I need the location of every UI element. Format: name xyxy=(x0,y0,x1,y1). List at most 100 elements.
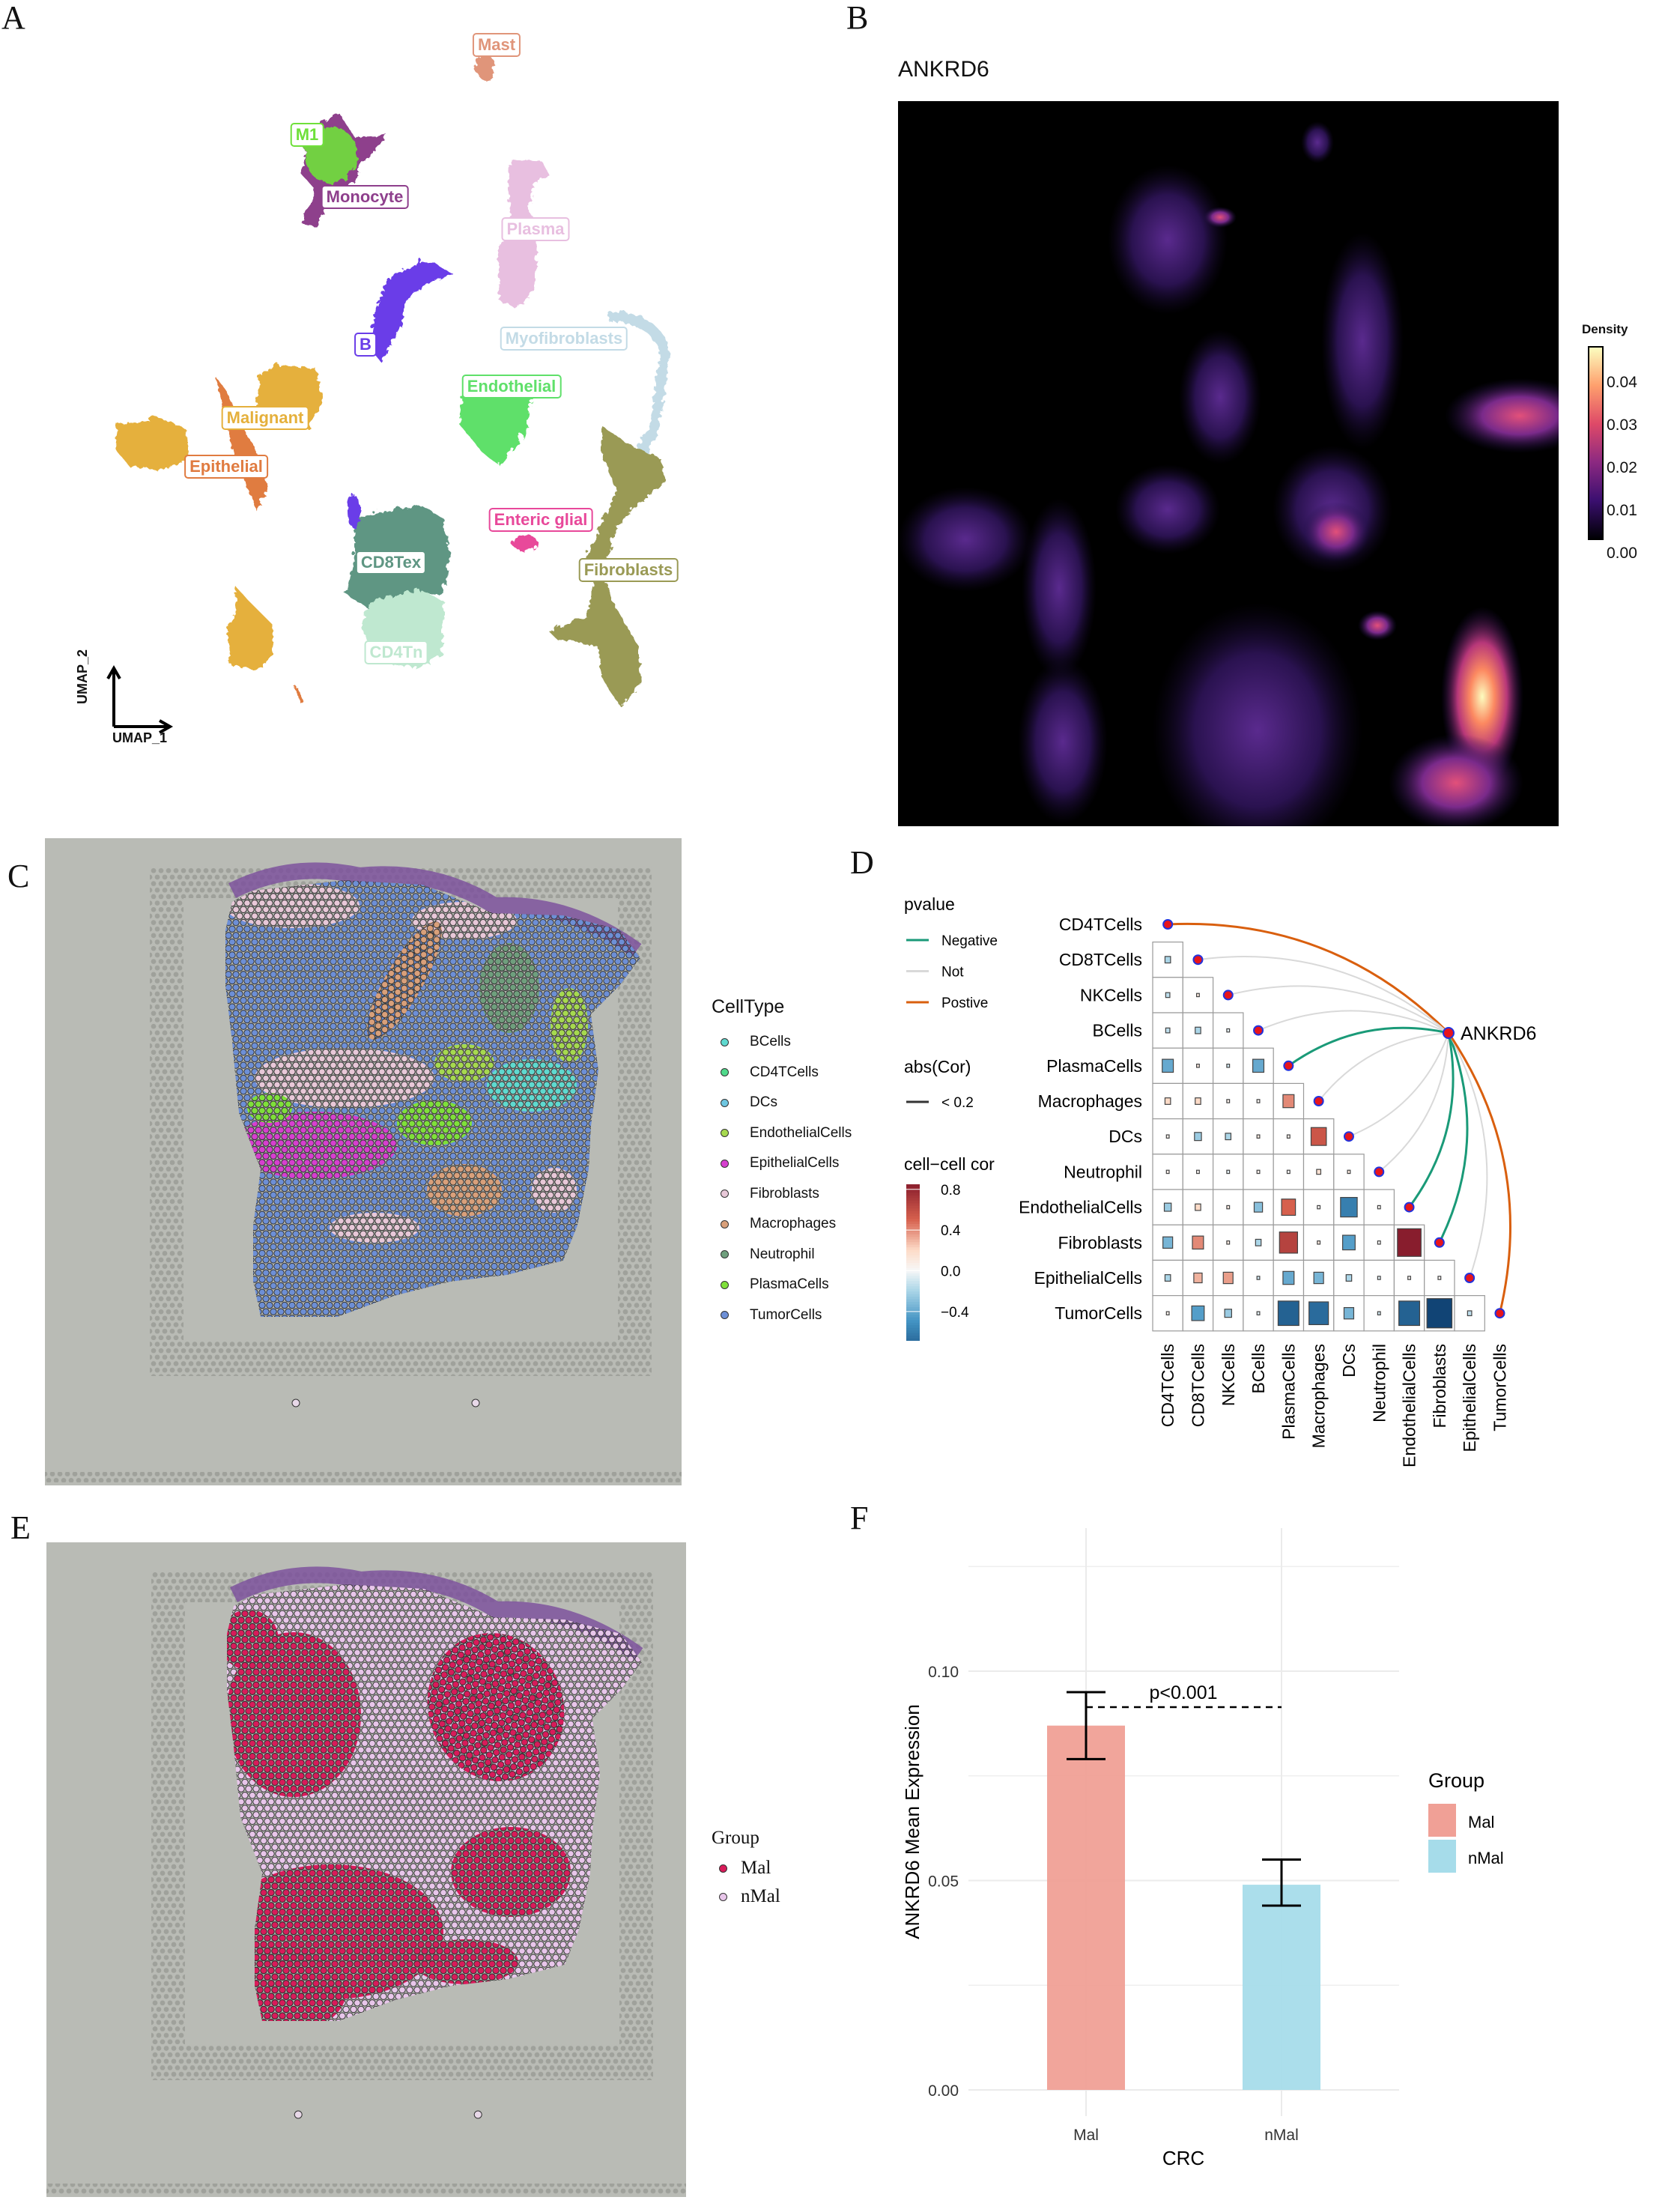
cell-node xyxy=(1464,1273,1476,1283)
cluster-label-text: CD8Tex xyxy=(360,553,422,572)
cor-square xyxy=(1277,1300,1299,1327)
link-postive xyxy=(1447,1032,1511,1314)
cor-square xyxy=(1286,1169,1291,1175)
colorbar-segment xyxy=(906,1220,920,1224)
gene-node xyxy=(1443,1027,1455,1039)
bar-mal xyxy=(1047,1725,1125,2090)
density-title: ANKRD6 xyxy=(898,57,989,82)
colorbar-segment xyxy=(906,1291,920,1294)
stray-spot xyxy=(471,1399,480,1408)
cluster-label-text: Monocyte xyxy=(326,187,404,206)
colorbar-segment xyxy=(906,1213,920,1216)
density-tick: 0.02 xyxy=(1607,459,1637,476)
legend-dot-icon xyxy=(721,1219,729,1228)
row-label: CD8TCells xyxy=(1059,950,1142,969)
cluster-mast xyxy=(474,51,492,78)
cor-square xyxy=(1195,1169,1200,1175)
fiducial-row-bottom xyxy=(46,2184,686,2194)
error-bar xyxy=(1262,1858,1301,1907)
colorbar-segment xyxy=(906,1337,920,1341)
colorbar-segment xyxy=(906,1241,920,1245)
spot-region xyxy=(532,1168,577,1213)
cor-square xyxy=(1193,1272,1203,1284)
cor-square xyxy=(1165,1134,1170,1139)
umap-y-label: UMAP_2 xyxy=(75,649,90,704)
legend-label: Macrophages xyxy=(750,1216,837,1231)
column-label: Neutrophil xyxy=(1369,1344,1389,1422)
colorbar-segment xyxy=(906,1259,920,1263)
cor-square xyxy=(1165,1311,1170,1315)
spot-region xyxy=(225,883,360,928)
cor-square xyxy=(1340,1196,1358,1218)
colorbar-segment xyxy=(906,1257,920,1261)
colorbar-segment xyxy=(906,1293,920,1297)
colorbar-segment xyxy=(906,1309,920,1312)
pvalue-legend-label: Negative xyxy=(941,933,998,949)
colorbar-segment xyxy=(906,1303,920,1307)
spot-region xyxy=(227,1610,279,1670)
row-label: BCells xyxy=(1093,1021,1142,1040)
cor-square xyxy=(1256,1169,1261,1175)
colorbar-segment xyxy=(906,1187,920,1190)
colorbar-segment xyxy=(906,1225,920,1229)
colorbar-segment xyxy=(906,1207,920,1211)
row-label: DCs xyxy=(1108,1127,1142,1146)
matrix-cell xyxy=(1333,1189,1365,1225)
row-label: TumorCells xyxy=(1055,1303,1142,1323)
colorbar-segment xyxy=(906,1282,920,1287)
link-not xyxy=(1198,956,1449,1034)
column-label: EpithelialCells xyxy=(1460,1344,1479,1452)
tissue-edge-purple xyxy=(230,1566,643,1661)
legend-label: nMal xyxy=(1468,1849,1504,1867)
cor-square xyxy=(1226,1169,1231,1175)
cell-node xyxy=(1404,1202,1415,1213)
cor-square xyxy=(1308,1301,1329,1325)
legend-label: CD4TCells xyxy=(750,1064,819,1080)
cluster-label-text: Endothelial xyxy=(467,377,556,396)
colorbar-segment xyxy=(906,1314,920,1318)
celltype-legend-item: DCs xyxy=(721,1094,777,1111)
cor-square xyxy=(1316,1169,1322,1175)
spot-region xyxy=(487,1059,577,1112)
cor-square xyxy=(1343,1307,1355,1320)
cor-square xyxy=(1226,1028,1231,1033)
column-label: CD8TCells xyxy=(1188,1344,1207,1427)
cor-square xyxy=(1437,1276,1442,1280)
cluster-epithelial-tiny xyxy=(292,685,301,701)
celltype-legend-item: EpithelialCells xyxy=(721,1155,839,1172)
legend-dot-icon xyxy=(721,1068,729,1076)
legend-key xyxy=(1428,1804,1456,1837)
cor-square xyxy=(1256,1099,1261,1103)
celltype-legend-item: Fibroblasts xyxy=(721,1186,819,1202)
spatial-group-map xyxy=(46,1542,686,2197)
cell-node xyxy=(1343,1131,1354,1142)
spot-region xyxy=(434,1044,494,1082)
density-tick: 0.04 xyxy=(1607,374,1637,391)
link-not xyxy=(1228,985,1449,1034)
cor-square xyxy=(1195,993,1200,998)
spatial-celltype-map xyxy=(45,838,682,1485)
cor-square xyxy=(1282,1270,1295,1285)
cluster-label-text: B xyxy=(360,335,371,354)
x-tick-label: nMal xyxy=(1264,2127,1299,2144)
panel-label-a: A xyxy=(1,0,25,36)
expression-bar-chart: Mal nMal 0.00 0.05 0.10 p<0.001 CRC ANKRD6 Mean… xyxy=(901,1528,1504,2169)
legend-dot-icon xyxy=(721,1129,729,1137)
cluster-label-epithelial: Epithelial xyxy=(184,455,268,479)
cluster-b-small xyxy=(346,493,358,526)
cor-square xyxy=(1310,1127,1327,1146)
link-not xyxy=(1378,1032,1449,1173)
spot-region xyxy=(479,943,539,1033)
cluster-epithelial-yellow xyxy=(112,416,187,468)
pvalue-legend-label: Not xyxy=(941,965,964,981)
legend-label: PlasmaCells xyxy=(750,1276,829,1292)
colorbar-segment xyxy=(906,1319,920,1323)
density-blobs xyxy=(898,121,1559,826)
spot-region xyxy=(232,1112,397,1179)
colorbar-tick-label: 0.8 xyxy=(941,1183,960,1199)
group-legend-item-mal: Mal xyxy=(719,1858,771,1879)
legend-label: DCs xyxy=(750,1094,777,1110)
cor-square xyxy=(1164,956,1171,964)
cell-node xyxy=(1313,1096,1324,1106)
cor-square xyxy=(1377,1240,1381,1245)
